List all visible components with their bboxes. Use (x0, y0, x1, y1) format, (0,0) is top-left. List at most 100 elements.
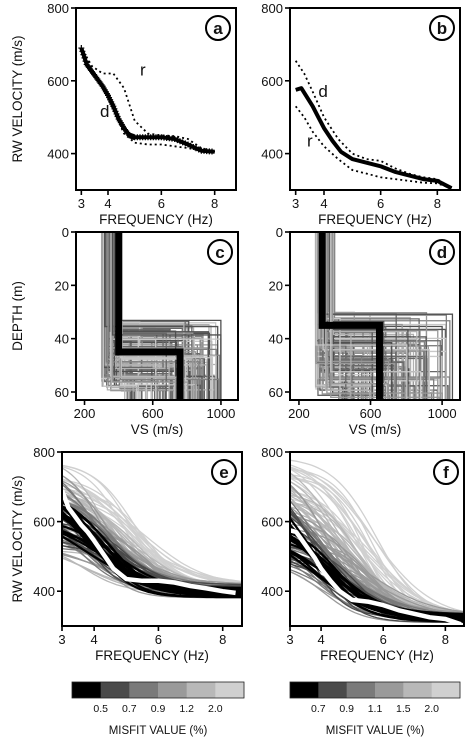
colorbar-tick-label: 0.7 (122, 703, 137, 715)
panel-letter-badge (429, 239, 455, 265)
vs-profile (110, 232, 147, 400)
data-point-marker (79, 48, 86, 55)
observed-dispersion-curve (290, 528, 462, 626)
y-tick-label: 600 (47, 74, 69, 89)
colorbar-tick-label: 1.1 (368, 703, 383, 715)
vs-profile (315, 232, 408, 400)
data-point-marker (80, 51, 87, 58)
x-tick-label: 600 (360, 406, 382, 421)
x-tick-label: 3 (78, 196, 85, 211)
plot-frame (61, 451, 243, 627)
y-tick-label: 20 (269, 278, 283, 293)
data-point-marker (193, 145, 199, 152)
y-tick-label: 60 (55, 385, 69, 400)
colorbar-label: MISFIT VALUE (%) (109, 725, 208, 737)
curve-annotation: r (140, 60, 146, 79)
panel-letter-badge (429, 15, 455, 41)
y-tick-label: 600 (261, 74, 283, 89)
curve-annotation: r (307, 131, 313, 150)
y-tick-label: 600 (33, 515, 55, 530)
x-tick-label: 200 (288, 406, 310, 421)
vs-profile (330, 232, 422, 400)
panel-letter: c (215, 243, 224, 262)
y-tick-label: 400 (47, 147, 69, 162)
panel-d-axes: 200 600 1000 0 20 40 60 VS (m/s) d (269, 225, 461, 437)
x-tick-label: 600 (142, 406, 164, 421)
y-axis-label: RW VELOCITY (m/s) (10, 475, 25, 602)
panel-a-plot (78, 45, 215, 155)
x-tick-label: 8 (211, 196, 218, 211)
best-vs-profile (318, 232, 383, 400)
data-point-marker (174, 137, 181, 144)
y-tick-label: 400 (261, 147, 283, 162)
x-tick-label: 6 (380, 632, 387, 647)
colorbar-tick-label: 0.9 (339, 703, 354, 715)
data-point-marker (179, 139, 186, 146)
x-axis-label: FREQUENCY (Hz) (99, 212, 213, 227)
colorbar-tick-label: 2.0 (424, 703, 439, 715)
theoretical-dispersion-curve (62, 479, 242, 585)
panel-b-plot (294, 60, 453, 190)
panel-letter: e (219, 463, 228, 482)
data-point-marker (190, 143, 197, 150)
x-tick-label: 4 (104, 196, 111, 211)
x-axis-label: VS (m/s) (131, 422, 184, 437)
colorbar-swatch (403, 682, 433, 698)
x-axis-label: FREQUENCY (Hz) (318, 212, 432, 227)
bound-curve (80, 47, 215, 153)
colorbar-swatch (215, 682, 245, 698)
plot-frame (75, 7, 237, 191)
observed-dispersion-curve (295, 86, 453, 190)
panel-letter: a (213, 19, 223, 38)
panel-d-plot (314, 232, 454, 400)
y-tick-label: 600 (261, 515, 283, 530)
panel-letter-badge (207, 239, 233, 265)
vs-profile (111, 232, 222, 400)
colorbar-label: MISFIT VALUE (%) (326, 725, 425, 737)
data-point-marker (185, 141, 191, 148)
data-point-marker (187, 142, 194, 149)
colorbar-swatch (129, 682, 159, 698)
data-point-marker (182, 140, 189, 147)
y-tick-label: 400 (33, 584, 55, 599)
y-tick-label: 60 (269, 385, 283, 400)
colorbar-frame (71, 681, 245, 699)
panel-c-axes: 200 600 1000 0 20 40 60 VS (m/s) c (55, 225, 239, 437)
plot-frame (289, 451, 465, 627)
x-tick-label: 6 (155, 632, 162, 647)
panel-f-plot (290, 459, 464, 626)
best-vs-profile (115, 232, 184, 400)
vs-profile (113, 232, 167, 400)
panel-letter-badge (433, 459, 459, 485)
x-tick-label: 6 (377, 196, 384, 211)
y-tick-label: 800 (261, 445, 283, 460)
x-tick-label: 3 (58, 632, 65, 647)
x-tick-label: 4 (320, 196, 327, 211)
x-tick-label: 4 (317, 632, 324, 647)
vs-profile (104, 232, 219, 400)
y-tick-label: 0 (276, 225, 283, 240)
panel-letter-badge (211, 459, 237, 485)
colorbar-swatch (186, 682, 216, 698)
x-axis-label: FREQUENCY (Hz) (95, 648, 209, 663)
data-point-marker (82, 58, 89, 65)
x-tick-label: 200 (74, 406, 96, 421)
x-tick-label: 1000 (428, 406, 457, 421)
y-axis-label: RW VELOCITY (m/s) (10, 35, 25, 162)
colorbar-2: 0.7 0.9 1.1 1.5 2.0 MISFIT VALUE (%) (289, 681, 461, 737)
theoretical-dispersion-curve (290, 541, 464, 613)
y-tick-label: 800 (261, 1, 283, 16)
x-tick-label: 1000 (206, 406, 235, 421)
colorbar-tick-label: 1.5 (396, 703, 411, 715)
data-point-marker (78, 45, 85, 52)
x-tick-label: 8 (434, 196, 441, 211)
y-tick-label: 40 (269, 332, 283, 347)
colorbar-swatch (346, 682, 376, 698)
y-tick-label: 400 (261, 584, 283, 599)
vs-profile (105, 232, 200, 400)
x-axis-label: VS (m/s) (349, 422, 402, 437)
panel-e-axes: 3 4 6 8 400 600 800 FREQUENCY (Hz) e (33, 445, 243, 663)
